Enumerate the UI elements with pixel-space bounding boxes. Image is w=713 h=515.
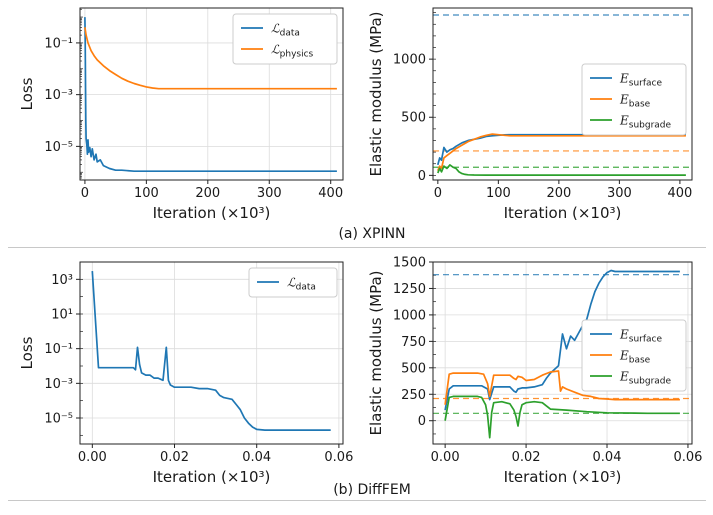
x-tick-label: 0.00 bbox=[78, 450, 107, 465]
x-tick-label: 300 bbox=[607, 186, 632, 201]
x-tick-label: 0.06 bbox=[673, 450, 702, 465]
y-tick-label: 1000 bbox=[393, 308, 426, 323]
x-axis-label: Iteration (×10³) bbox=[153, 468, 271, 486]
x-tick-label: 0.06 bbox=[324, 450, 353, 465]
x-tick-label: 200 bbox=[546, 186, 571, 201]
y-tick-label: 0 bbox=[418, 414, 426, 429]
y-tick-label: 0 bbox=[418, 169, 426, 184]
x-axis-label: Iteration (×10³) bbox=[153, 204, 271, 222]
x-tick-label: 400 bbox=[318, 186, 343, 201]
series-line-subgrade bbox=[444, 395, 680, 439]
legend-label-base: Ebase bbox=[619, 349, 651, 366]
x-tick-label: 0.00 bbox=[431, 450, 460, 465]
series-line-data bbox=[84, 17, 337, 173]
legend-label-subgrade: Esubgrade bbox=[619, 114, 672, 131]
x-tick-label: 200 bbox=[195, 186, 220, 201]
x-tick-label: 0.02 bbox=[160, 450, 189, 465]
y-axis-label: Loss bbox=[18, 77, 36, 110]
legend-box bbox=[248, 267, 338, 298]
axes-frame bbox=[79, 7, 344, 181]
x-tick-label: 400 bbox=[667, 186, 692, 201]
x-tick-label: 0.04 bbox=[593, 450, 622, 465]
x-tick-label: 100 bbox=[486, 186, 511, 201]
y-tick-label: 10⁻¹ bbox=[44, 36, 73, 51]
y-tick-label: 10³ bbox=[51, 273, 73, 288]
legend-box bbox=[581, 319, 687, 392]
x-tick-label: 0.04 bbox=[242, 450, 271, 465]
y-tick-label: 500 bbox=[401, 111, 426, 126]
legend-box bbox=[581, 63, 687, 136]
legend-box bbox=[232, 13, 338, 65]
y-tick-label: 10⁻⁵ bbox=[44, 140, 73, 155]
x-tick-label: 300 bbox=[257, 186, 282, 201]
legend-label-surface: Esurface bbox=[619, 328, 662, 345]
y-axis-label: Loss bbox=[18, 336, 36, 369]
y-axis-label: Elastic modulus (MPa) bbox=[367, 12, 385, 177]
x-tick-label: 0 bbox=[434, 186, 442, 201]
y-tick-label: 1500 bbox=[393, 256, 426, 271]
y-tick-label: 10⁻¹ bbox=[44, 342, 73, 357]
panel-b-right-modulus-chart: 0.00 0.02 0.04 0.06 0 250 500 750 1000 1250 1500 It… bbox=[367, 256, 702, 487]
y-tick-label: 1000 bbox=[393, 53, 426, 68]
x-tick-label: 0 bbox=[81, 186, 89, 201]
axes-frame bbox=[432, 7, 693, 181]
series-line-physics bbox=[84, 27, 337, 90]
x-axis-label: Iteration (×10³) bbox=[504, 468, 622, 486]
legend-label-physics: ℒphysics bbox=[271, 43, 314, 60]
caption-b: (b) DiffFEM bbox=[333, 482, 411, 498]
series-line-subgrade bbox=[437, 164, 686, 176]
y-tick-label: 1250 bbox=[393, 282, 426, 297]
series-line-base bbox=[444, 370, 680, 405]
x-tick-label: 100 bbox=[134, 186, 159, 201]
panel-b-left-loss-chart: 0.00 0.02 0.04 0.06 10⁻⁵ 10⁻³ 10⁻¹ 10¹ 10³ Iterat… bbox=[18, 261, 353, 486]
panel-a-left-loss-chart: 0 100 200 300 400 10⁻⁵ 10⁻³ 10⁻¹ Iteration (×10³… bbox=[18, 7, 344, 222]
legend-label-surface: Esurface bbox=[619, 72, 662, 89]
y-tick-label: 750 bbox=[401, 335, 426, 350]
caption-a: (a) XPINN bbox=[338, 226, 405, 242]
y-tick-label: 500 bbox=[401, 361, 426, 376]
series-line-base bbox=[437, 133, 686, 172]
x-axis-label: Iteration (×10³) bbox=[504, 204, 622, 222]
y-tick-label: 10⁻³ bbox=[44, 88, 73, 103]
x-tick-label: 0.02 bbox=[512, 450, 541, 465]
axes-frame bbox=[79, 261, 344, 445]
legend-label-base: Ebase bbox=[619, 93, 651, 110]
panel-a-right-modulus-chart: 0 100 200 300 400 0 500 1000 Iteration (×10³) Ela… bbox=[367, 7, 693, 222]
y-axis-label: Elastic modulus (MPa) bbox=[367, 271, 385, 436]
y-tick-label: 250 bbox=[401, 388, 426, 403]
legend-label-data: ℒdata bbox=[287, 276, 316, 293]
y-tick-label: 10⁻⁵ bbox=[44, 412, 73, 427]
legend-label-subgrade: Esubgrade bbox=[619, 370, 672, 387]
axes-frame bbox=[432, 261, 693, 445]
y-tick-label: 10¹ bbox=[51, 308, 73, 323]
series-line-data bbox=[91, 271, 331, 431]
legend-label-data: ℒdata bbox=[271, 22, 300, 39]
y-tick-label: 10⁻³ bbox=[44, 377, 73, 392]
